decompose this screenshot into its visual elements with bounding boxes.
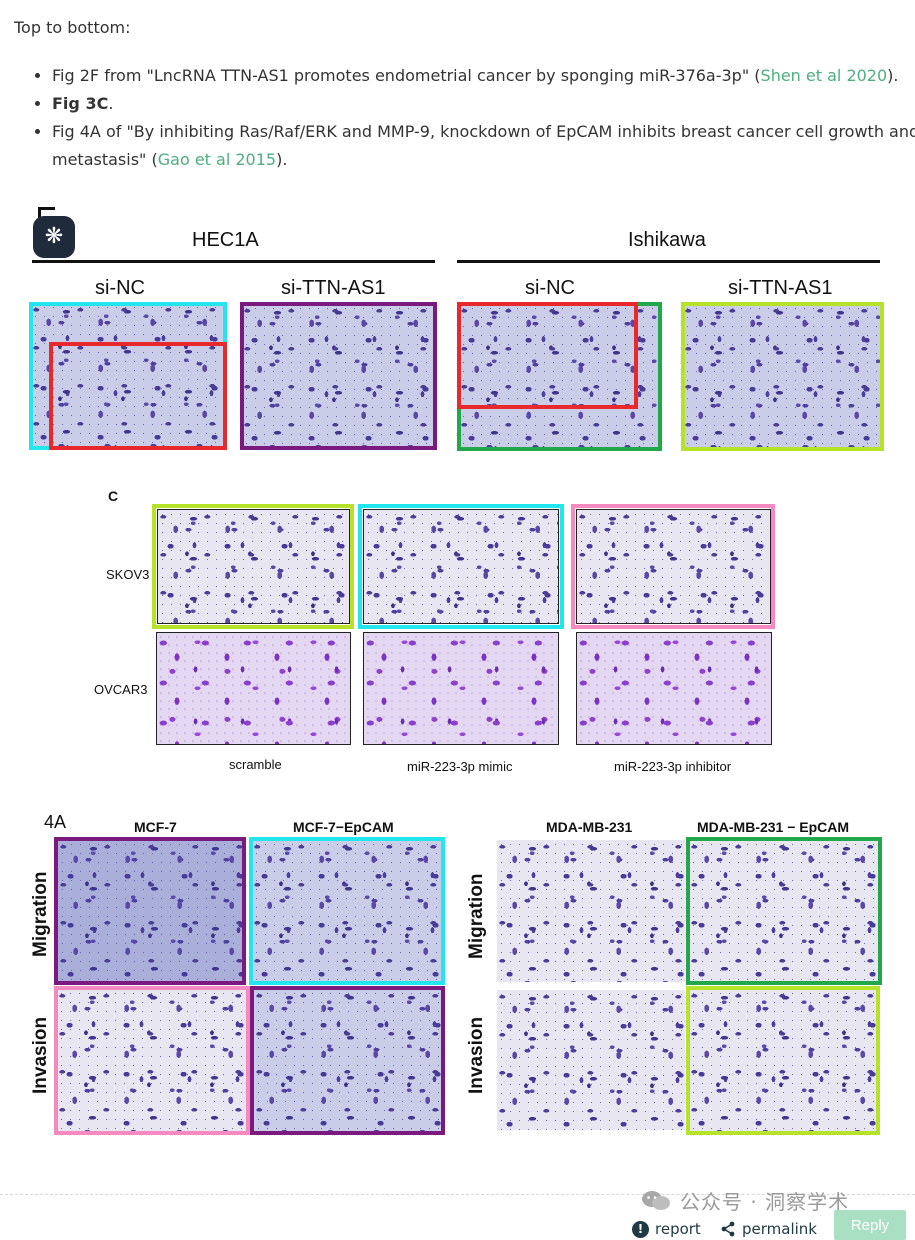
highlight-box-cyan xyxy=(358,504,564,629)
micrograph-panel xyxy=(252,840,442,982)
row-label-invasion: Invasion xyxy=(30,1016,51,1094)
micrograph-panel xyxy=(497,990,685,1130)
reference-item: Fig 4A of "By inhibiting Ras/Raf/ERK and… xyxy=(52,118,915,174)
heading-ishikawa: Ishikawa xyxy=(628,229,706,251)
micrograph-panel xyxy=(689,840,879,982)
reply-button[interactable]: Reply xyxy=(834,1210,906,1240)
micrograph-panel xyxy=(363,632,559,745)
highlight-box-red xyxy=(457,302,638,409)
micrograph-panel xyxy=(497,840,685,982)
column-label: MDA-MB-231 xyxy=(546,819,633,835)
micrograph-panel xyxy=(242,304,435,449)
micrograph-panel xyxy=(157,509,350,624)
highlight-box-purple xyxy=(54,837,246,985)
highlight-box-pink xyxy=(54,986,250,1135)
micrograph-panel xyxy=(254,989,442,1132)
highlight-box-green xyxy=(686,837,882,985)
citation-link[interactable]: Shen et al 2020 xyxy=(760,66,888,85)
heading-hec1a: HEC1A xyxy=(192,229,259,251)
column-label: si-TTN-AS1 xyxy=(728,277,833,299)
footer-divider xyxy=(0,1194,915,1195)
alert-icon: ! xyxy=(632,1220,649,1238)
column-label: scramble xyxy=(229,757,282,772)
reference-text: . xyxy=(108,94,114,113)
micrograph-panel xyxy=(58,840,244,982)
column-label: MCF-7−EpCAM xyxy=(293,819,394,835)
report-label: report xyxy=(655,1220,701,1238)
micrograph-panel xyxy=(459,304,660,450)
highlight-box-lime xyxy=(681,302,884,451)
highlight-box-cyan xyxy=(249,837,445,985)
reference-text: Fig 4A of "By inhibiting Ras/Raf/ERK and… xyxy=(52,122,915,169)
watermark-text: 公众号 · 洞察学术 xyxy=(680,1190,850,1214)
report-link[interactable]: ! report xyxy=(632,1220,701,1238)
row-label-invasion: Invasion xyxy=(466,1016,487,1094)
reference-item: Fig 2F from "LncRNA TTN-AS1 promotes end… xyxy=(52,62,915,90)
column-label: si-NC xyxy=(95,277,145,299)
panel-label-4a: 4A xyxy=(44,812,67,832)
row-label-skov3: SKOV3 xyxy=(106,567,150,582)
highlight-box-purple xyxy=(250,986,445,1135)
column-label: miR-223-3p inhibitor xyxy=(614,759,732,774)
micrograph-panel xyxy=(31,303,226,449)
column-label: si-TTN-AS1 xyxy=(281,277,386,299)
highlight-box-red xyxy=(49,342,227,450)
panel-label-c: C xyxy=(108,488,119,504)
brain-icon[interactable]: ❋ xyxy=(33,216,75,258)
reference-list: Fig 2F from "LncRNA TTN-AS1 promotes end… xyxy=(26,62,915,174)
reference-item: Fig 3C. xyxy=(52,90,915,118)
wechat-icon xyxy=(642,1191,670,1210)
row-label-migration: Migration xyxy=(466,873,487,960)
highlight-box-pink xyxy=(571,504,775,629)
highlight-box-lime xyxy=(152,504,354,629)
heading-rule xyxy=(32,260,435,263)
permalink-label: permalink xyxy=(742,1220,817,1238)
column-label: MCF-7 xyxy=(134,819,177,835)
micrograph-panel xyxy=(683,304,882,450)
column-label: miR-223-3p mimic xyxy=(407,759,513,774)
micrograph-panel xyxy=(576,509,771,624)
row-label-ovcar3: OVCAR3 xyxy=(94,682,148,697)
heading-rule xyxy=(457,260,880,263)
micrograph-panel xyxy=(363,509,559,624)
micrograph-panel xyxy=(576,632,772,745)
reference-text: Fig 2F from "LncRNA TTN-AS1 promotes end… xyxy=(52,66,761,85)
column-label: MDA-MB-231 − EpCAM xyxy=(697,819,850,835)
reference-text: ). xyxy=(276,150,288,169)
share-icon xyxy=(721,1221,735,1237)
intro-text: Top to bottom: xyxy=(14,18,131,37)
permalink-link[interactable]: permalink xyxy=(720,1220,817,1238)
highlight-box-lime xyxy=(686,986,880,1135)
reference-text: ). xyxy=(887,66,899,85)
figure-bracket xyxy=(38,207,55,220)
reference-text: Fig 3C xyxy=(52,94,109,113)
highlight-box-purple xyxy=(240,302,437,450)
column-label: si-NC xyxy=(525,277,575,299)
micrograph-panel xyxy=(689,989,879,1132)
micrograph-panel xyxy=(156,632,351,745)
micrograph-panel xyxy=(57,989,247,1132)
row-label-migration: Migration xyxy=(30,871,51,958)
citation-link[interactable]: Gao et al 2015 xyxy=(157,150,277,169)
